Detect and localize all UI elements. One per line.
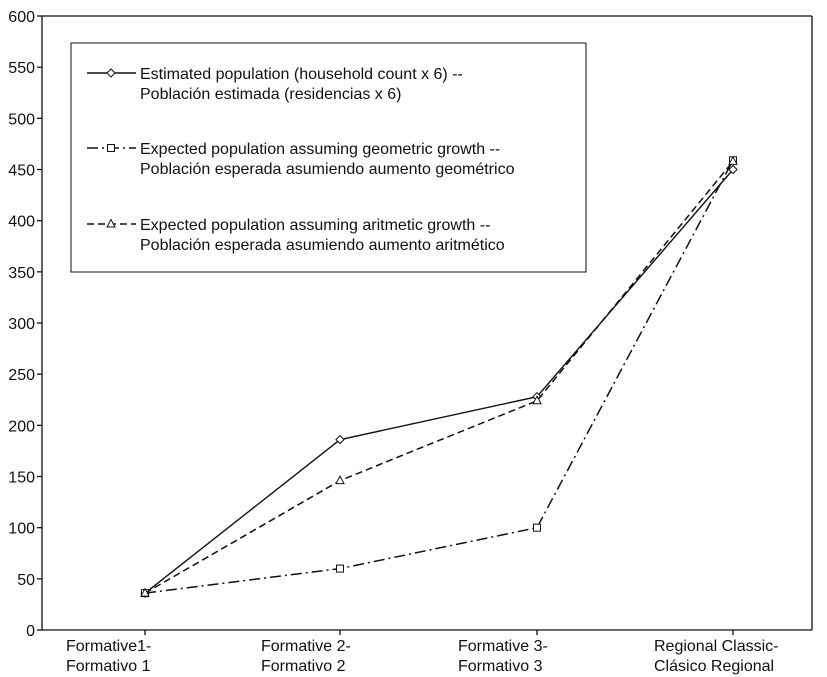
legend-marker (106, 218, 116, 228)
y-tick-label: 500 (8, 111, 35, 128)
series-2-point (533, 523, 541, 532)
y-tick-label: 50 (17, 572, 35, 589)
series-3-point (532, 395, 542, 405)
series-2-point (336, 564, 344, 573)
x-tick-label: Regional Classic-Clásico Regional (654, 638, 779, 675)
legend-marker (106, 68, 116, 78)
y-tick-label: 600 (8, 9, 35, 26)
y-tick-label: 150 (8, 470, 35, 487)
legend-entry-label: Expected population assuming aritmetic g… (140, 217, 505, 254)
series-3-point (140, 587, 150, 597)
legend: Estimated population (household count x … (70, 42, 587, 273)
series-1-point (335, 434, 345, 445)
legend-entry-label: Expected population assuming geometric g… (140, 141, 515, 178)
y-tick-label: 250 (8, 367, 35, 384)
y-tick-label: 0 (26, 623, 35, 640)
series-1-line (144, 169, 734, 594)
legend-marker (107, 144, 115, 152)
series-3 (140, 155, 738, 597)
y-tick-label: 550 (8, 60, 35, 77)
y-tick-label: 200 (8, 418, 35, 435)
y-tick-label: 350 (8, 265, 35, 282)
y-tick-label: 100 (8, 521, 35, 538)
x-tick-label: Formative1-Formativo 1 (66, 638, 151, 675)
legend-box (70, 42, 587, 273)
series-layer (140, 155, 738, 598)
axes: 0 50 100 150 200 250 300 350 400 450 500 550 600 Form… (8, 9, 813, 675)
x-tick-label: Formative 3-Formativo 3 (458, 638, 548, 675)
series-2-line (144, 159, 734, 594)
legend-entry-label: Estimated population (household count x … (140, 66, 463, 103)
y-tick-label: 450 (8, 163, 35, 180)
series-1-point (728, 164, 738, 175)
series-3-point (335, 475, 345, 485)
y-tick-label: 300 (8, 316, 35, 333)
y-tick-label: 400 (8, 214, 35, 231)
series-3-line (144, 160, 734, 594)
x-tick-label: Formative 2-Formativo 2 (261, 638, 351, 675)
series-3-point (728, 155, 738, 165)
